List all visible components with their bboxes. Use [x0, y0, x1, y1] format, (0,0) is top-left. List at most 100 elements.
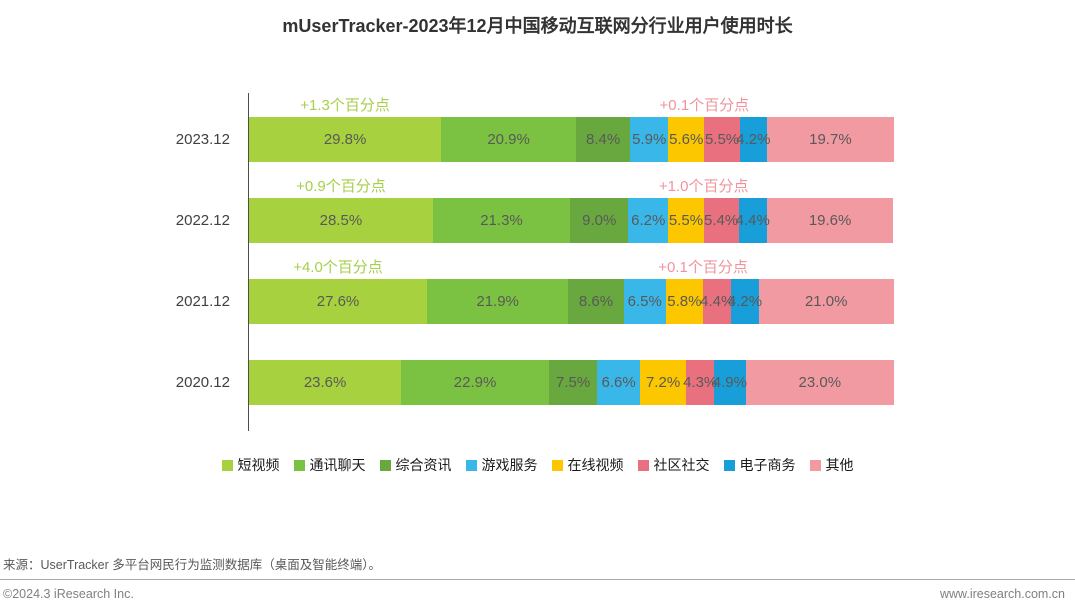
legend-label: 电子商务: [739, 457, 796, 473]
legend-item-电子商务: 电子商务: [723, 455, 796, 475]
legend-label: 通讯聊天: [309, 457, 366, 473]
bar-segment-label: 4.4%: [700, 293, 735, 310]
bar-segment-社区社交: 4.4%: [700, 279, 735, 324]
bar-segment-社区社交: 5.5%: [704, 117, 740, 162]
annotation-green: +1.3个百分点: [300, 97, 390, 114]
bar-segment-其他: 19.7%: [766, 117, 894, 162]
bar-segment-label: 4.3%: [683, 374, 718, 391]
chart-row: +4.0个百分点 +0.1个百分点 27.6% 21.9% 8.6% 6.5% 5.8% 4.…: [176, 255, 894, 324]
legend-item-其他: 其他: [809, 455, 854, 475]
category-label: 2023.12: [175, 131, 230, 148]
bar-segment-社区社交: 4.3%: [683, 360, 718, 405]
bar-segment-label: 5.9%: [632, 131, 667, 148]
bar-segment-label: 6.6%: [601, 374, 636, 391]
bar-segment-label: 8.4%: [585, 131, 621, 148]
legend-swatch: [723, 459, 735, 471]
bar-segment-label: 23.0%: [798, 374, 842, 391]
bar-segment-label: 5.6%: [669, 131, 704, 148]
bar-segment-通讯聊天: 22.9%: [401, 360, 549, 405]
category-label: 2021.12: [175, 293, 230, 310]
bar-segment-其他: 19.6%: [766, 198, 894, 243]
footer-divider: [0, 579, 1075, 580]
bar-segment-label: 20.9%: [487, 131, 530, 148]
annotation-green: +4.0个百分点: [293, 259, 383, 276]
bar-segment-在线视频: 5.6%: [668, 117, 705, 162]
legend-label: 在线视频: [567, 457, 624, 473]
copyright: ©2024.3 iResearch Inc.: [3, 587, 134, 601]
bar-segment-label: 29.8%: [323, 131, 367, 148]
legend-item-游戏服务: 游戏服务: [465, 455, 538, 475]
bar-segment-短视频: 29.8%: [249, 117, 442, 162]
bar-segment-综合资讯: 8.6%: [568, 279, 624, 324]
chart-row: 23.6% 22.9% 7.5% 6.6% 7.2% 4.3% 4.9% 23.0% 2020.…: [176, 336, 894, 405]
legend-swatch: [221, 459, 233, 471]
bar-segment-短视频: 23.6%: [249, 360, 402, 405]
stacked-bar: 28.5% 21.3% 9.0% 6.2% 5.5% 5.4% 4.4% 19.6%: [249, 198, 894, 243]
bar-segment-label: 5.8%: [667, 293, 702, 310]
bar-segment-通讯聊天: 21.9%: [427, 279, 569, 324]
chart-title: mUserTracker-2023年12月中国移动互联网分行业用户使用时长: [282, 16, 793, 36]
stacked-bar: 27.6% 21.9% 8.6% 6.5% 5.8% 4.4% 4.2% 21.0%: [249, 279, 894, 324]
legend-label: 游戏服务: [481, 457, 538, 473]
bar-segment-label: 6.2%: [631, 212, 666, 229]
chart-rows: +1.3个百分点 +0.1个百分点 29.8% 20.9% 8.4% 5.9% 5.6% 5.…: [176, 93, 894, 405]
bar-segment-label: 4.4%: [735, 212, 770, 229]
bar-segment-label: 8.6%: [578, 293, 614, 310]
bar-segment-游戏服务: 5.9%: [630, 117, 669, 162]
bar-segment-label: 19.7%: [809, 131, 852, 148]
annotation-band: +1.3个百分点 +0.1个百分点: [249, 93, 894, 117]
bar-segment-在线视频: 5.8%: [665, 279, 704, 324]
bar-segment-label: 6.5%: [627, 293, 662, 310]
annotation-pink: +1.0个百分点: [658, 178, 749, 195]
bar-segment-label: 4.2%: [727, 293, 763, 310]
annotation-band: [249, 336, 894, 360]
source-note: 来源：UserTracker 多平台网民行为监测数据库（桌面及智能终端）。: [3, 558, 382, 572]
bar-segment-label: 21.0%: [804, 293, 848, 310]
bar-segment-label: 27.6%: [316, 293, 360, 310]
bar-segment-在线视频: 7.2%: [639, 360, 687, 405]
chart-row: +0.9个百分点 +1.0个百分点 28.5% 21.3% 9.0% 6.2% 5.5% 5.…: [176, 174, 894, 243]
bar-segment-电子商务: 4.2%: [728, 279, 762, 324]
legend-item-在线视频: 在线视频: [551, 455, 624, 475]
legend-item-社区社交: 社区社交: [637, 455, 710, 475]
legend-swatch: [293, 459, 305, 471]
legend-label: 短视频: [237, 457, 280, 473]
website-link: www.iresearch.com.cn: [939, 587, 1065, 601]
legend-swatch: [637, 459, 649, 471]
bar-segment-短视频: 27.6%: [249, 279, 428, 324]
bar-segment-label: 23.6%: [303, 374, 347, 391]
legend-swatch: [379, 459, 391, 471]
bar-segment-label: 5.5%: [668, 212, 704, 229]
legend-swatch: [551, 459, 563, 471]
bar-segment-电子商务: 4.2%: [736, 117, 770, 162]
bar-segment-label: 21.3%: [480, 212, 523, 229]
bar-segment-label: 5.4%: [704, 212, 739, 229]
bar-segment-通讯聊天: 21.3%: [432, 198, 571, 243]
annotation-green: +0.9个百分点: [296, 178, 386, 195]
bar-segment-label: 4.9%: [712, 374, 747, 391]
bar-segment-综合资讯: 7.5%: [548, 360, 598, 405]
bar-segment-label: 7.5%: [556, 374, 591, 391]
bar-segment-label: 19.6%: [808, 212, 852, 229]
legend-item-短视频: 短视频: [221, 455, 280, 475]
annotation-pink: +0.1个百分点: [659, 97, 750, 114]
stacked-bar: 23.6% 22.9% 7.5% 6.6% 7.2% 4.3% 4.9% 23.0%: [249, 360, 894, 405]
chart-area: +1.3个百分点 +0.1个百分点 29.8% 20.9% 8.4% 5.9% 5.6% 5.…: [176, 93, 894, 431]
bar-segment-label: 21.9%: [476, 293, 519, 310]
bar-segment-label: 7.2%: [645, 374, 681, 391]
bar-segment-通讯聊天: 20.9%: [441, 117, 576, 162]
annotation-band: +4.0个百分点 +0.1个百分点: [249, 255, 894, 279]
category-label: 2022.12: [175, 212, 230, 229]
legend-item-综合资讯: 综合资讯: [379, 455, 452, 475]
bar-segment-游戏服务: 6.5%: [623, 279, 666, 324]
bar-segment-label: 22.9%: [453, 374, 497, 391]
legend-label: 其他: [825, 457, 854, 473]
annotation-pink: +0.1个百分点: [658, 259, 748, 276]
bar-segment-综合资讯: 8.4%: [576, 117, 631, 162]
bar-segment-社区社交: 5.4%: [703, 198, 739, 243]
bar-segment-其他: 21.0%: [758, 279, 894, 324]
bar-segment-label: 9.0%: [582, 212, 617, 229]
bar-segment-综合资讯: 9.0%: [570, 198, 629, 243]
bar-segment-label: 4.2%: [736, 131, 771, 148]
annotation-band: +0.9个百分点 +1.0个百分点: [249, 174, 894, 198]
